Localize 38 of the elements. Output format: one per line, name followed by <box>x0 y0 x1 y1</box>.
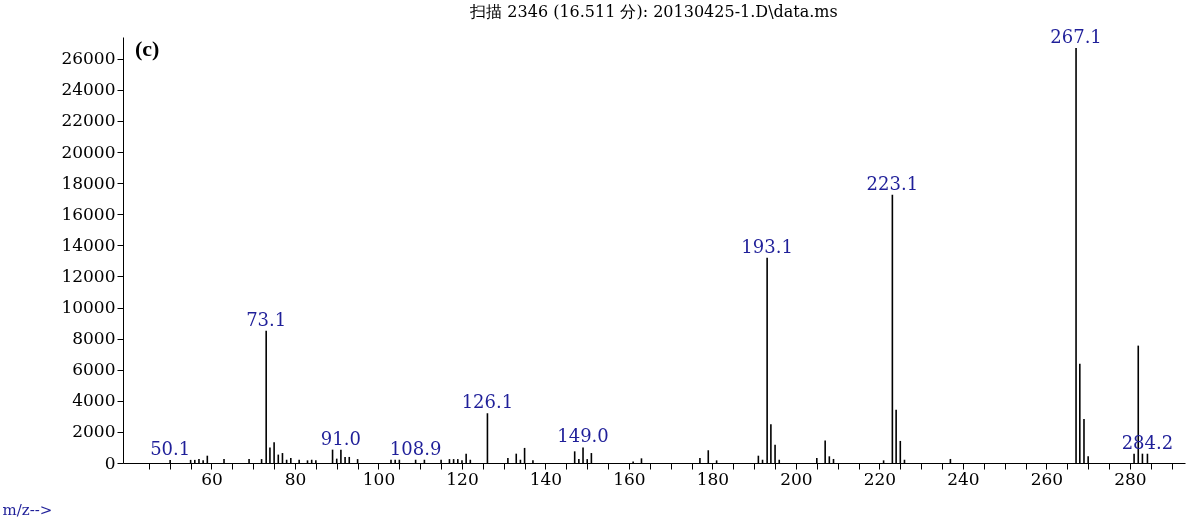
x-tick-label: 100 <box>362 468 396 489</box>
x-tick-label: 220 <box>863 468 897 489</box>
y-tick-label: 16000 <box>61 203 116 224</box>
y-tick-label: 0 <box>104 452 116 473</box>
y-tick-label: 26000 <box>61 48 116 69</box>
annotation: (c) <box>135 36 160 61</box>
x-tick-label: 160 <box>613 468 646 489</box>
y-tick-label: 12000 <box>61 265 116 286</box>
x-axis-title: m/z--> <box>2 500 53 518</box>
y-tick-label: 10000 <box>61 297 116 318</box>
chart-title: 扫描 2346 (16.511 分): 20130425-1.D\data.ms <box>469 1 838 21</box>
y-tick-label: 18000 <box>61 172 116 193</box>
annotation: 193.1 <box>741 235 793 257</box>
x-tick-label: 280 <box>1114 468 1147 489</box>
x-tick-label: 80 <box>284 468 307 489</box>
y-tick-label: 20000 <box>61 141 116 162</box>
annotation: 267.1 <box>1050 25 1102 47</box>
annotation: 108.9 <box>389 437 442 459</box>
y-tick-label: 8000 <box>72 328 116 349</box>
y-tick-label: 4000 <box>72 390 116 411</box>
annotation: 91.0 <box>320 427 361 449</box>
x-tick-label: 60 <box>201 468 223 489</box>
y-tick-label: 22000 <box>61 110 116 131</box>
annotation: 126.1 <box>461 391 514 413</box>
x-tick-label: 180 <box>696 468 730 489</box>
x-tick-label: 140 <box>529 468 563 489</box>
y-tick-label: 6000 <box>72 359 116 380</box>
annotation: 50.1 <box>150 437 191 459</box>
x-tick-label: 200 <box>780 468 813 489</box>
annotation: 149.0 <box>557 425 609 447</box>
annotation: 223.1 <box>866 172 919 194</box>
x-tick-label: 120 <box>446 468 479 489</box>
y-tick-label: 2000 <box>72 421 116 442</box>
annotation: 73.1 <box>246 308 287 330</box>
y-tick-label: 14000 <box>61 234 116 255</box>
x-tick-label: 240 <box>947 468 980 489</box>
y-tick-label: 24000 <box>61 79 116 100</box>
x-tick-label: 260 <box>1030 468 1064 489</box>
